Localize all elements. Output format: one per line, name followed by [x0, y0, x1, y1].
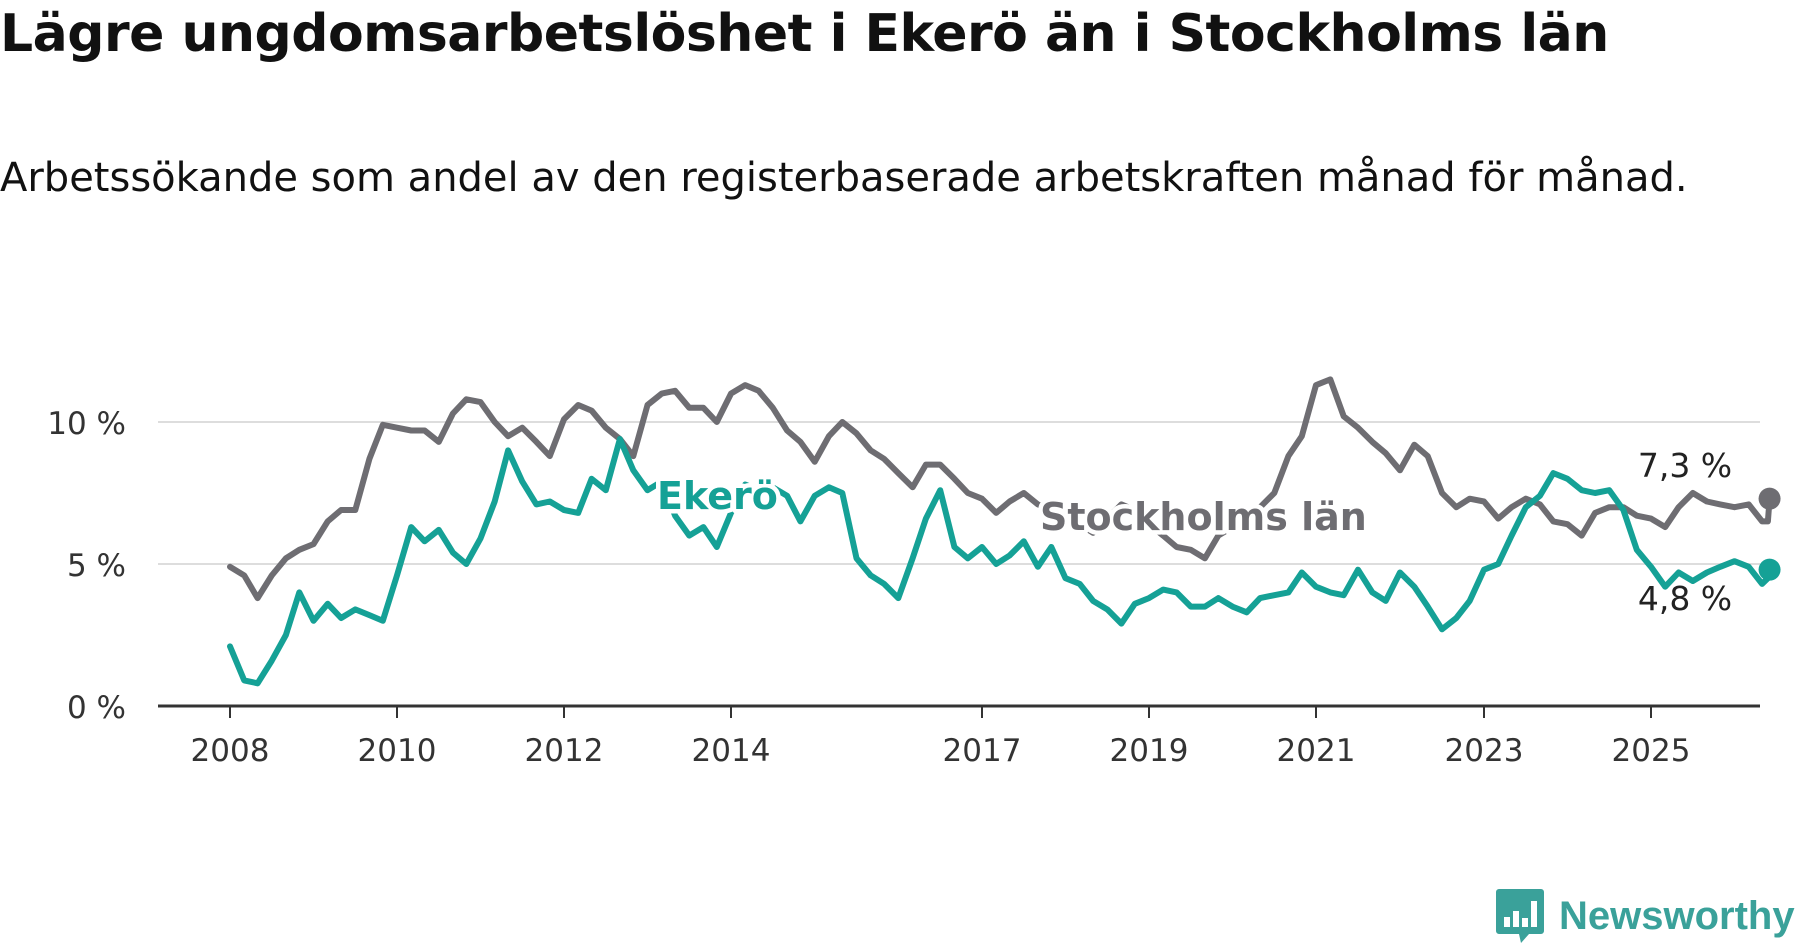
newsworthy-logo: Newsworthy: [1495, 887, 1795, 945]
x-tick-label: 2012: [525, 733, 604, 769]
x-tick-label: 2010: [358, 733, 437, 769]
x-tick-label: 2014: [692, 733, 771, 769]
stockholm-end-label: 7,3 %: [1638, 446, 1732, 485]
x-tick-label: 2019: [1110, 733, 1189, 769]
x-tick-label: 2023: [1445, 733, 1524, 769]
newsworthy-bar-icon: [1496, 889, 1544, 943]
series-lines: [227, 376, 1781, 687]
chart-subtitle: Arbetssökande som andel av den registerb…: [0, 155, 1688, 201]
y-tick-label: 10 %: [47, 406, 126, 442]
x-tick-label: 2025: [1612, 733, 1691, 769]
y-tick-label: 0 %: [67, 690, 126, 726]
y-tick-label: 5 %: [67, 548, 126, 584]
series-labels: Stockholms län Ekerö 7,3 % 4,8 %: [653, 443, 1736, 621]
stockholm-end-point: [1758, 487, 1781, 510]
stockholm-series-label: Stockholms län: [1040, 495, 1367, 539]
x-tick-label: 2017: [943, 733, 1022, 769]
ekero-end-label: 4,8 %: [1638, 579, 1732, 618]
brand-name: Newsworthy: [1559, 893, 1795, 938]
stockholm-line: [227, 376, 1773, 602]
grid-lines: [158, 421, 1760, 565]
ekero-line: [227, 436, 1773, 687]
ekero-end-point: [1758, 558, 1781, 581]
x-tick-label: 2008: [191, 733, 270, 769]
chart-title: Lägre ungdomsarbetslöshet i Ekerö än i S…: [0, 4, 1609, 64]
ekero-series-label: Ekerö: [657, 474, 778, 518]
x-tick-label: 2021: [1277, 733, 1356, 769]
x-axis: 2008 2010 2012 2014 2017 2019 2021 2023 2025: [158, 704, 1760, 769]
y-axis: 0 % 5 % 10 %: [47, 406, 126, 726]
